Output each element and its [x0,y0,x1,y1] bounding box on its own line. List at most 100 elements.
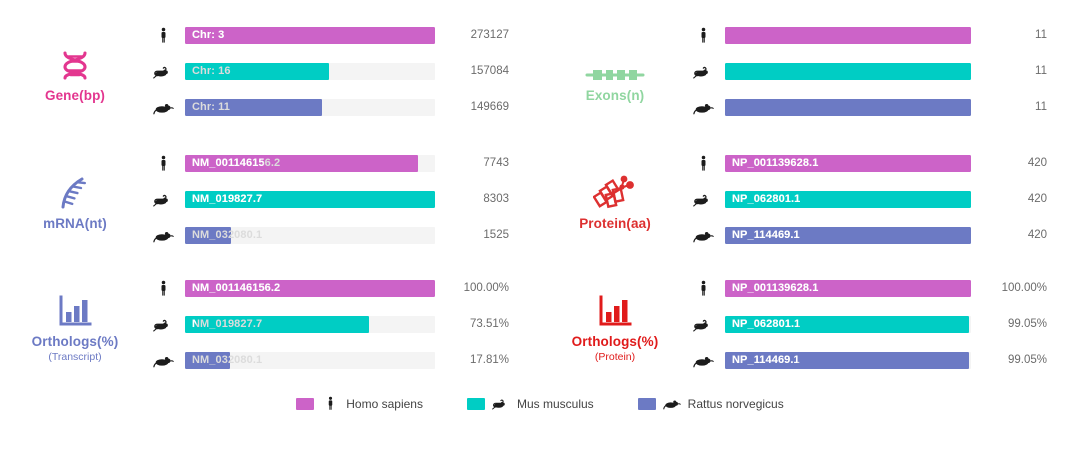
bar-value: 420 [1027,193,1047,205]
human-icon [321,396,339,411]
bar-value: 157084 [470,65,509,77]
bar-value: 99.05% [1007,354,1047,366]
bar-value: 11 [1035,65,1047,77]
mouse-icon [150,316,176,333]
bar-label-inside: Chr: 3 [192,28,225,41]
bar-track[interactable] [725,62,971,80]
mouse-icon [690,63,716,80]
bar-track[interactable]: NM_032080.1 NM_032080.1 [185,226,435,244]
human-icon [150,280,176,297]
bar-row: NP_062801.1 NP_062801.1 99.05% [690,306,1080,342]
bar-label: NP_001139628.1 NP_001139628.1 [732,155,818,172]
bar-label: NP_114469.1 NP_114469.1 [732,352,800,369]
bar-label-outside: NM_019827.7 [192,192,263,205]
bar-label: NM_001146156.2 NM_001146156.2 [192,155,280,172]
bar-track[interactable]: NP_062801.1 NP_062801.1 [725,315,971,333]
bar-track[interactable]: NM_032080.1 NM_032080.1 [185,351,435,369]
bar-row: Chr: 11 Chr: 11 149669 [150,89,540,125]
legend: Homo sapiens Mus musculus Rattus norvegi… [0,396,1080,411]
bar-track[interactable]: NP_001139628.1 NP_001139628.1 [725,154,971,172]
bar-label-outside: NP_114469.1 [732,228,800,241]
bar-track[interactable]: Chr: 11 Chr: 11 [185,98,435,116]
bar-value: 420 [1027,157,1047,169]
bar-fill [185,154,419,172]
bar-label-outside: Chr: 16 [192,64,231,77]
human-icon [690,155,716,172]
bar-label-outside: NP_114469.1 [732,353,800,366]
bar-row: NM_032080.1 NM_032080.1 1525 [150,217,540,253]
bar-label-outside: Chr: 3 [192,28,225,41]
bar-fill [725,315,969,333]
bar-value: 7743 [483,157,509,169]
bar-fill [185,279,435,297]
bar-track[interactable]: NM_019827.7 NM_019827.7 [185,315,435,333]
mouse-icon [150,191,176,208]
legend-item-rat[interactable]: Rattus norvegicus [637,396,784,411]
rat-icon [150,99,176,116]
legend-swatch [296,397,315,410]
legend-item-human[interactable]: Homo sapiens [296,396,423,411]
bar-label-outside: NM_019827.7 [192,317,263,330]
human-icon [150,155,176,172]
mouse-icon [150,63,176,80]
bar-track[interactable]: NM_019827.7 NM_019827.7 [185,190,435,208]
legend-item-mouse[interactable]: Mus musculus [466,396,594,411]
bar-label-outside: NM_001146156.2 [192,156,281,169]
mouse-icon [690,316,716,333]
bar-label-inside: NM_019827.7 [192,192,263,205]
rat-icon [690,352,716,369]
bar-track[interactable] [725,26,971,44]
bar-label: NM_032080.1 NM_032080.1 [192,227,262,244]
bar-track[interactable]: NP_062801.1 NP_062801.1 [725,190,971,208]
bar-row: NP_114469.1 NP_114469.1 420 [690,217,1080,253]
bar-label-outside: Chr: 11 [192,100,230,113]
bar-track[interactable] [725,98,971,116]
category-caption: Orthologs(%) [31,333,119,349]
rat-icon [150,352,176,369]
bar-row: NM_001146156.2 NM_001146156.2 100.00% [150,270,540,306]
bar-row: NP_114469.1 NP_114469.1 99.05% [690,342,1080,378]
bar-label: NM_032080.1 NM_032080.1 [192,352,262,369]
category-subcaption: (Transcript) [48,350,102,363]
bar-label: NP_001139628.1 NP_001139628.1 [732,280,818,297]
bar-track[interactable]: NP_114469.1 NP_114469.1 [725,351,971,369]
rat-icon [662,396,681,411]
bar-label: NP_062801.1 NP_062801.1 [732,191,800,208]
bar-fill [725,26,971,44]
bar-track[interactable]: NP_114469.1 NP_114469.1 [725,226,971,244]
bar-track[interactable]: NP_001139628.1 NP_001139628.1 [725,279,971,297]
rat-icon [150,227,176,244]
bar-track[interactable]: NM_001146156.2 NM_001146156.2 [185,279,435,297]
bar-rows: NM_001146156.2 NM_001146156.2 7743 NM_01… [150,145,540,253]
bar-rows: NM_001146156.2 NM_001146156.2 100.00% NM… [150,270,540,378]
bar-label-outside: NP_001139628.1 [732,156,819,169]
bar-label-inside: NM_001146156.2 [192,281,281,294]
bar-row: NP_062801.1 NP_062801.1 420 [690,181,1080,217]
bar-fill [185,351,230,369]
mouse-icon [492,396,510,411]
bar-track[interactable]: NM_001146156.2 NM_001146156.2 [185,154,435,172]
bar-label-inside: NP_062801.1 [732,192,801,205]
category-protein: Protein(aa) [540,168,690,231]
category-subcaption: (Protein) [594,350,636,363]
bar-label-outside: NM_032080.1 [192,353,263,366]
bar-track[interactable]: Chr: 3 Chr: 3 [185,26,435,44]
bar-label: NP_062801.1 NP_062801.1 [732,316,800,333]
human-icon [690,280,716,297]
bar-label-inside: NP_062801.1 [732,317,801,330]
bar-label-outside: NP_062801.1 [732,317,801,330]
category-mrna: mRNA(nt) [0,168,150,231]
bar-fill [185,26,435,44]
bar-fill [185,226,231,244]
bar-track[interactable]: Chr: 16 Chr: 16 [185,62,435,80]
bar-fill [185,315,369,333]
bar-fill [725,154,971,172]
legend-label: Mus musculus [516,396,594,411]
bar-row: NM_019827.7 NM_019827.7 73.51% [150,306,540,342]
bar-fill [725,351,969,369]
panel-mrna: mRNA(nt) NM_001146156.2 NM_001146156.2 7… [0,140,540,258]
rat-icon [690,227,716,244]
category-caption: Gene(bp) [44,87,106,103]
bar-value: 99.05% [1007,318,1047,330]
bar-value: 1525 [483,229,509,241]
